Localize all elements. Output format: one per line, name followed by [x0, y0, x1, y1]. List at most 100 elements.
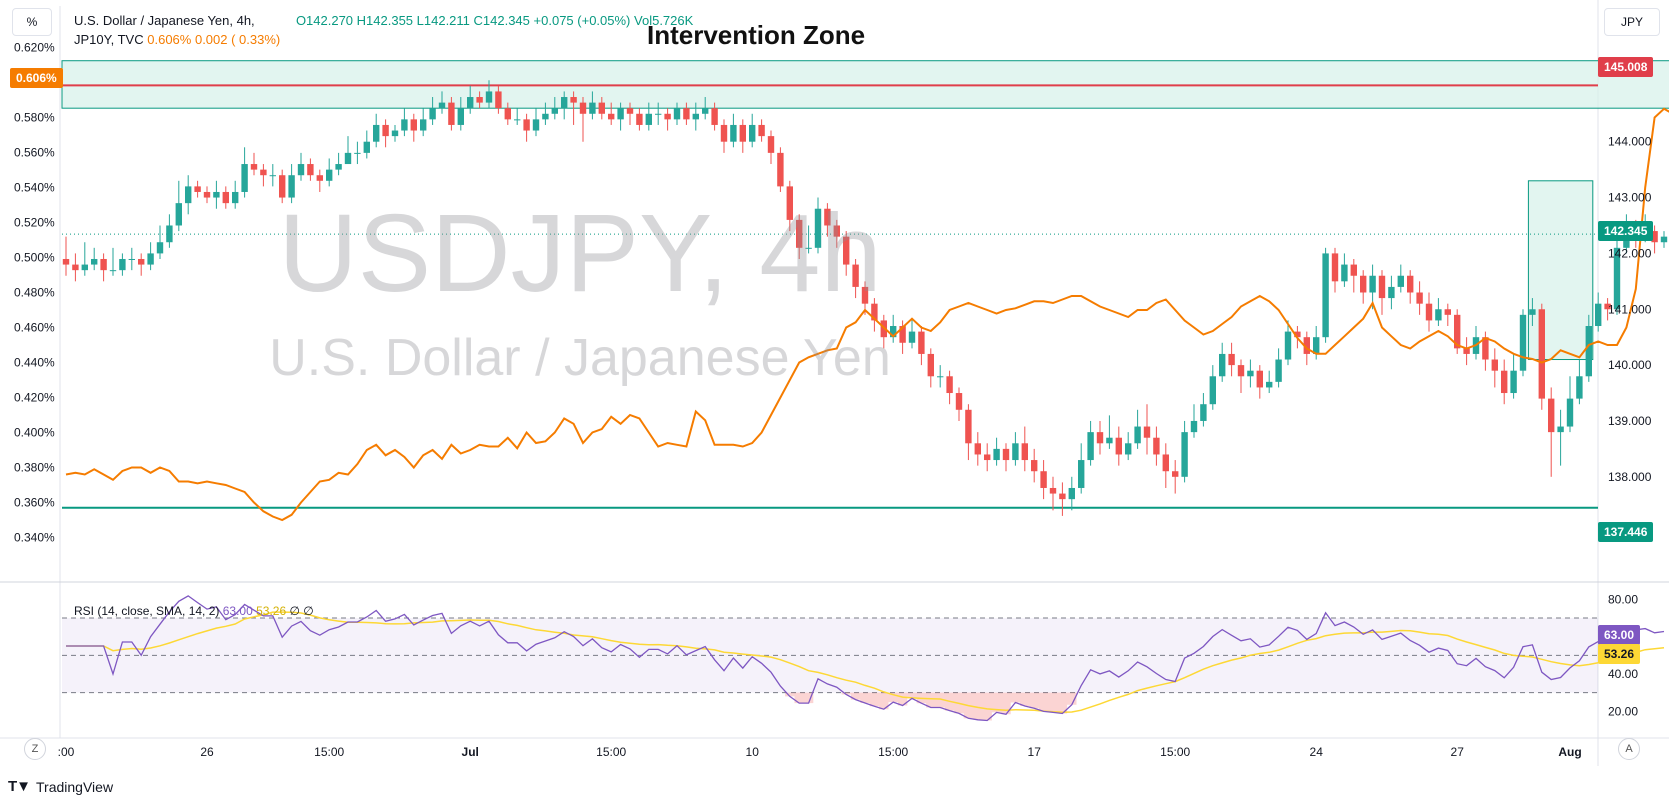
candle	[222, 186, 229, 209]
ohlc-values: O142.270 H142.355 L142.211 C142.345	[295, 13, 530, 28]
candle-body	[1651, 231, 1658, 243]
candle-body	[156, 242, 164, 254]
candle	[758, 119, 765, 142]
left-axis-tick-label: 0.400%	[14, 426, 55, 440]
candle-body	[1181, 432, 1188, 477]
candle-body	[1294, 331, 1301, 338]
candle	[363, 130, 370, 159]
candle	[401, 108, 408, 137]
right-axis-tick-label: 143.000	[1608, 191, 1652, 205]
candle	[1397, 264, 1404, 293]
candle-body	[993, 448, 1000, 461]
candle	[843, 231, 850, 276]
candle-body	[128, 258, 135, 260]
auto-scale-button[interactable]: A	[1618, 738, 1640, 760]
candle	[1059, 482, 1066, 516]
time-axis-tick-label: 15:00	[314, 745, 344, 759]
candle	[617, 102, 624, 131]
candle-body	[1068, 487, 1075, 500]
rsi-axis-tick-label: 80.00	[1608, 592, 1638, 606]
candle	[890, 314, 897, 343]
candle-body	[1313, 337, 1320, 354]
candle	[608, 102, 615, 125]
candle	[420, 108, 427, 137]
candle-body	[72, 264, 79, 271]
candle-body	[1341, 264, 1348, 282]
candle-body	[1444, 309, 1451, 315]
candle	[664, 108, 671, 131]
candle-body	[692, 113, 699, 120]
candle-body	[1275, 359, 1282, 382]
candle-body	[457, 108, 464, 125]
candle	[692, 102, 699, 131]
candle	[880, 314, 887, 349]
candle-body	[166, 225, 173, 243]
candle-body	[194, 186, 201, 192]
symbol-title[interactable]: U.S. Dollar / Japanese Yen, 4h,	[74, 13, 255, 28]
resistance-price-badge: 145.008	[1598, 57, 1654, 77]
candle	[1115, 426, 1122, 466]
candle	[927, 348, 934, 388]
candle	[1444, 303, 1451, 327]
candle-body	[504, 108, 511, 120]
candle-body	[260, 169, 267, 176]
candle-body	[241, 164, 248, 192]
right-axis-tick-label: 141.000	[1608, 302, 1652, 316]
candle-body	[1378, 275, 1386, 299]
candle-body	[222, 191, 229, 204]
zoom-button[interactable]: Z	[24, 738, 46, 760]
candle	[1219, 342, 1226, 382]
candle-body	[1106, 437, 1113, 444]
footer-brand[interactable]: T▼ TradingView	[8, 778, 113, 795]
tradingview-logo-icon: T▼	[8, 778, 31, 795]
candle-body	[1416, 292, 1423, 304]
candle-body	[1360, 275, 1367, 293]
right-axis-tick-label: 138.000	[1608, 470, 1652, 484]
candle	[467, 85, 474, 114]
candle-body	[1143, 426, 1151, 438]
candle	[965, 404, 972, 461]
candle	[1491, 348, 1498, 388]
candle	[1510, 353, 1517, 399]
candle	[1322, 247, 1329, 343]
candle	[974, 432, 981, 466]
overlay-legend: JP10Y, TVC 0.606% 0.002 ( 0.33%)	[74, 32, 280, 47]
candle	[175, 180, 182, 232]
candle	[410, 113, 417, 142]
rsi-axis-tick-label: 40.00	[1608, 667, 1638, 681]
candle	[147, 242, 154, 271]
candle	[326, 158, 333, 187]
candle	[1548, 387, 1555, 477]
candle-body	[203, 191, 211, 198]
candle-body	[1087, 432, 1094, 461]
candle	[561, 91, 568, 120]
candle-body	[1548, 398, 1555, 433]
candle	[1519, 309, 1527, 377]
rsi-label[interactable]: RSI (14, close, SMA, 14, 2)	[74, 604, 220, 618]
right-axis-unit-button[interactable]: JPY	[1604, 8, 1660, 36]
overlay-symbol[interactable]: JP10Y, TVC	[74, 32, 144, 47]
rsi-legend-sma: 53.26	[256, 604, 287, 618]
candle-body	[1012, 443, 1019, 461]
candle	[241, 147, 248, 198]
candle-body	[335, 164, 342, 170]
candle-body	[514, 119, 521, 121]
candle-body	[655, 113, 662, 115]
candle	[1153, 426, 1160, 466]
candle-body	[138, 258, 145, 265]
candle-body	[1125, 443, 1132, 455]
candle	[777, 147, 784, 192]
candle-body	[1266, 381, 1273, 388]
candle	[767, 130, 775, 165]
candle	[1331, 247, 1339, 293]
left-axis-unit-button[interactable]: %	[12, 8, 52, 36]
candle-body	[1059, 493, 1066, 500]
price-change: +0.075 (+0.05%)	[533, 13, 631, 28]
jp10y-line	[65, 107, 1669, 522]
candle-body	[974, 443, 981, 455]
candle-body	[467, 97, 474, 109]
candle	[702, 97, 709, 120]
candle-body	[1247, 370, 1254, 377]
time-axis-tick-label: 15:00	[878, 745, 908, 759]
